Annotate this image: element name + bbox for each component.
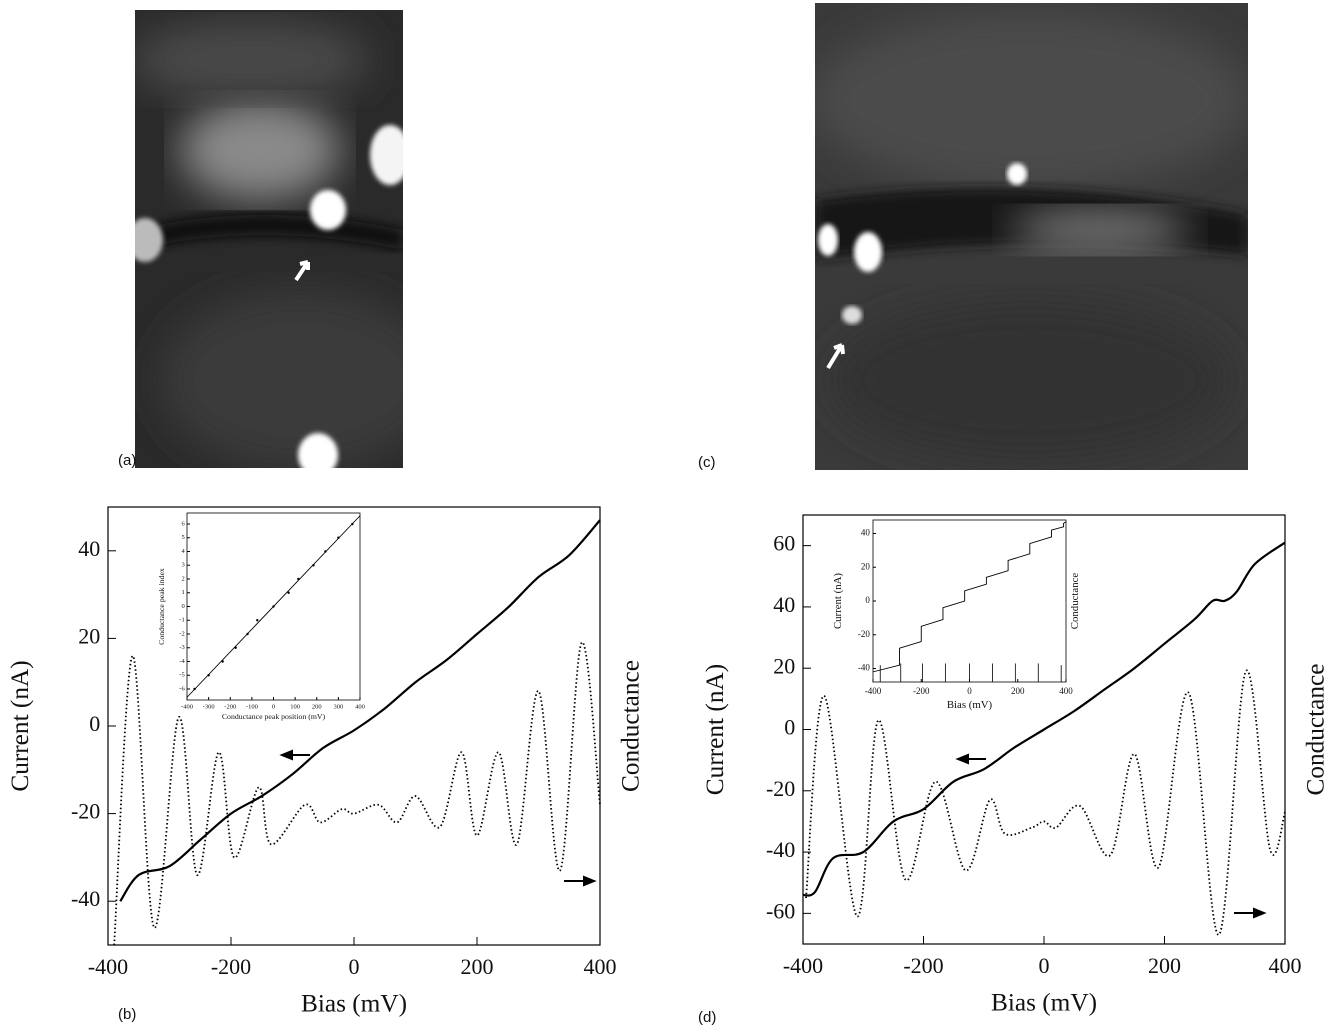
x-axis-label: Bias (mV) bbox=[991, 989, 1097, 1017]
y-tick-label: -20 bbox=[766, 776, 795, 801]
panel-label: (d) bbox=[698, 1009, 716, 1026]
x-tick-label: 0 bbox=[967, 686, 972, 696]
data-point bbox=[256, 619, 259, 622]
y-tick-label: -4 bbox=[179, 658, 185, 665]
y-tick-label: -5 bbox=[179, 672, 184, 679]
y2-axis-label: Conductance bbox=[617, 660, 645, 792]
x-tick-label: 300 bbox=[334, 704, 344, 711]
y-tick-label: -20 bbox=[858, 629, 870, 639]
y-tick-label: 0 bbox=[89, 711, 100, 736]
y-tick-label: 20 bbox=[773, 653, 795, 678]
y-tick-label: 40 bbox=[773, 592, 795, 617]
x-tick-label: 200 bbox=[461, 954, 494, 979]
y-tick-label: 1 bbox=[181, 589, 184, 596]
x-tick-label: 400 bbox=[355, 704, 365, 711]
annotation-arrows bbox=[279, 749, 1267, 919]
x-tick-label: -200 bbox=[211, 954, 251, 979]
chart: -400 -300 -200 -100 0 100 200 300 400 -6 -5 -4 -3 -2 -… bbox=[157, 512, 365, 721]
x-tick-label: 0 bbox=[1039, 953, 1050, 978]
x-axis-label: Bias (mV) bbox=[947, 699, 993, 711]
y-axis-label: Current (nA) bbox=[6, 660, 34, 791]
x-tick-label: 200 bbox=[1148, 953, 1181, 978]
x-tick-label: 0 bbox=[349, 954, 360, 979]
y-axis-label: Conductance peak index bbox=[157, 568, 166, 645]
conductance-curve bbox=[805, 669, 1286, 936]
current-curve bbox=[872, 521, 1067, 673]
y-tick-label: -2 bbox=[179, 630, 184, 637]
x-axis-label: Conductance peak position (mV) bbox=[222, 712, 326, 721]
inset-background bbox=[871, 520, 1068, 682]
y2-axis-label: Conductance bbox=[1302, 663, 1330, 795]
x-axis-label: Bias (mV) bbox=[301, 990, 407, 1018]
x-tick-label: -400 bbox=[783, 953, 823, 978]
x-tick-label: -400 bbox=[88, 954, 128, 979]
y-tick-label: 20 bbox=[861, 561, 871, 571]
y-tick-label: 0 bbox=[784, 715, 795, 740]
panel-label: (b) bbox=[118, 1006, 136, 1023]
y-tick-label: -6 bbox=[179, 685, 185, 692]
y-tick-label: -40 bbox=[766, 837, 795, 862]
y-tick-label: 3 bbox=[181, 562, 184, 569]
y2-axis-label: Conductance bbox=[1069, 573, 1081, 630]
y-tick-label: 40 bbox=[861, 528, 871, 538]
x-tick-label: -400 bbox=[865, 686, 882, 696]
y-axis-label: Current (nA) bbox=[701, 664, 729, 795]
x-tick-label: -100 bbox=[246, 704, 258, 711]
x-tick-label: -300 bbox=[203, 704, 215, 711]
data-point bbox=[287, 591, 290, 594]
current-curve bbox=[186, 515, 361, 698]
x-tick-label: 100 bbox=[290, 704, 300, 711]
y-axis-label: Current (nA) bbox=[832, 573, 844, 629]
x-tick-label: -200 bbox=[224, 704, 236, 711]
y-tick-label: 60 bbox=[773, 531, 795, 556]
x-tick-label: 200 bbox=[1011, 686, 1025, 696]
y-tick-label: -20 bbox=[71, 799, 100, 824]
y-tick-label: 2 bbox=[181, 575, 184, 582]
panel-label: (c) bbox=[698, 454, 716, 471]
y-tick-label: -40 bbox=[71, 886, 100, 911]
x-tick-label: 0 bbox=[272, 704, 275, 711]
x-tick-label: 400 bbox=[1269, 953, 1302, 978]
y-tick-label: -40 bbox=[858, 663, 870, 673]
y-tick-label: -1 bbox=[179, 617, 184, 624]
x-tick-label: 400 bbox=[584, 954, 617, 979]
y-tick-label: 40 bbox=[78, 536, 100, 561]
y-tick-label: -3 bbox=[179, 644, 184, 651]
x-tick-label: -200 bbox=[903, 953, 943, 978]
x-tick-label: -400 bbox=[181, 704, 193, 711]
x-tick-label: 400 bbox=[1059, 686, 1073, 696]
y-tick-label: 0 bbox=[181, 603, 184, 610]
x-tick-label: 200 bbox=[312, 704, 322, 711]
y-tick-label: 4 bbox=[181, 548, 185, 555]
y-tick-label: 20 bbox=[78, 623, 100, 648]
panel-label: (a) bbox=[118, 452, 136, 469]
current-curve bbox=[119, 519, 601, 902]
stm-image-c bbox=[815, 3, 1248, 470]
conductance-curve bbox=[113, 641, 601, 946]
stm-image-a bbox=[135, 10, 403, 468]
y-tick-label: 6 bbox=[181, 520, 185, 527]
y-tick-label: 0 bbox=[865, 595, 870, 605]
y-tick-label: 5 bbox=[181, 534, 184, 541]
x-tick-label: -200 bbox=[913, 686, 930, 696]
y-tick-label: -60 bbox=[766, 898, 795, 923]
current-curve bbox=[802, 541, 1286, 897]
